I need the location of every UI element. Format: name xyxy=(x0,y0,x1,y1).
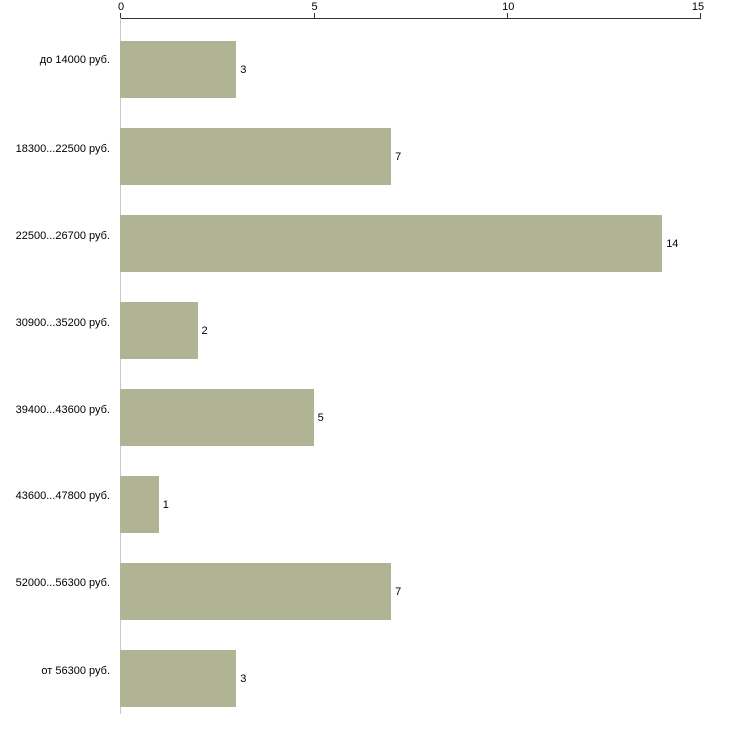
bar xyxy=(120,215,663,272)
bar-row: 3 xyxy=(120,41,701,98)
y-axis-line xyxy=(120,18,121,714)
bar-value-label: 2 xyxy=(201,324,208,337)
bar xyxy=(120,563,392,620)
category-label: до 14000 руб. xyxy=(39,54,110,66)
category-label: от 56300 руб. xyxy=(41,665,110,677)
bar-value-label: 3 xyxy=(240,63,247,76)
bar-row: 5 xyxy=(120,389,701,446)
x-tick-label: 10 xyxy=(502,1,515,13)
x-tick-label: 15 xyxy=(691,1,705,13)
category-label: 43600...47800 руб. xyxy=(15,490,110,502)
x-tick-mark xyxy=(313,13,315,18)
x-tick-label: 0 xyxy=(117,1,125,13)
x-axis-line xyxy=(120,18,701,19)
bar-row: 2 xyxy=(120,302,701,359)
bar xyxy=(120,302,198,359)
bar-value-label: 5 xyxy=(317,411,324,424)
bar xyxy=(120,476,159,533)
category-label: 52000...56300 руб. xyxy=(15,577,110,589)
x-tick-mark xyxy=(507,13,509,18)
plot-area: 0 5 10 15 3 7 14 2 5 1 7 xyxy=(118,1,704,714)
x-tick-mark xyxy=(700,13,701,18)
bar xyxy=(120,389,314,446)
bar-row: 1 xyxy=(120,476,701,533)
x-tick-mark xyxy=(120,13,121,18)
bar-row: 7 xyxy=(120,128,701,185)
bar-row: 14 xyxy=(120,215,701,272)
bar-row: 3 xyxy=(120,650,701,707)
x-tick-label: 5 xyxy=(311,1,318,13)
category-label: 30900...35200 руб. xyxy=(15,317,110,329)
bar xyxy=(120,650,237,707)
bar xyxy=(120,128,392,185)
bar-row: 7 xyxy=(120,563,701,620)
bar xyxy=(120,41,237,98)
bar-value-label: 1 xyxy=(162,498,169,511)
bar-value-label: 7 xyxy=(395,585,402,598)
category-label: 18300...22500 руб. xyxy=(15,143,110,155)
category-label: 22500...26700 руб. xyxy=(15,230,110,242)
bar-value-label: 7 xyxy=(395,150,402,163)
bar-value-label: 14 xyxy=(666,237,679,250)
category-axis-labels: до 14000 руб. 18300...22500 руб. 22500..… xyxy=(0,18,120,714)
bar-value-label: 3 xyxy=(240,672,247,685)
category-label: 39400...43600 руб. xyxy=(15,404,110,416)
